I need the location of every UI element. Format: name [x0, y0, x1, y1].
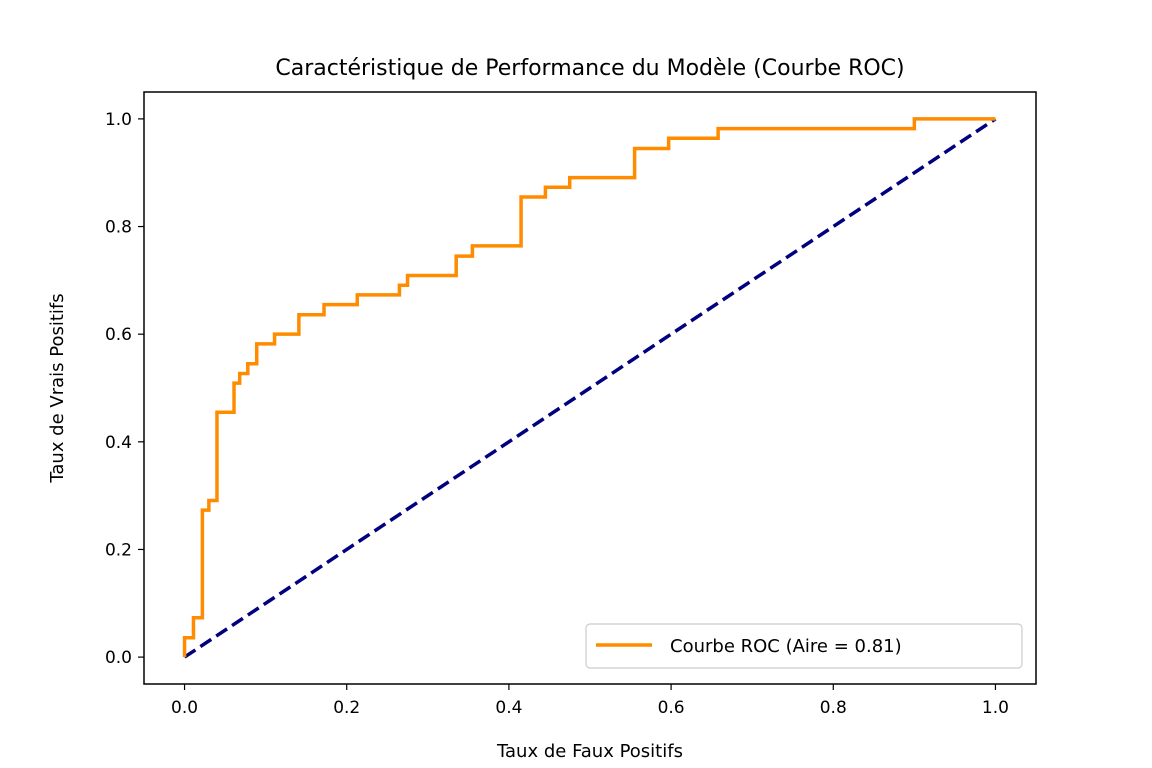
x-tick-label-4: 0.8 — [820, 698, 847, 718]
x-tick-label-5: 1.0 — [982, 698, 1009, 718]
plot-area — [143, 91, 1037, 685]
x-tick-label-0: 0.0 — [171, 698, 198, 718]
y-tick-label-3: 0.6 — [105, 325, 132, 345]
random-baseline-line — [183, 117, 997, 659]
y-axis-label: Taux de Vrais Positifs — [47, 293, 68, 483]
x-axis: 0.0 0.2 0.4 0.6 0.8 1.0 — [171, 684, 1009, 718]
x-tick-label-1: 0.2 — [333, 698, 360, 718]
y-axis: 0.0 0.2 0.4 0.6 0.8 1.0 — [105, 110, 144, 668]
x-tick-label-3: 0.6 — [658, 698, 685, 718]
x-tick-label-2: 0.4 — [495, 698, 522, 718]
x-axis-label: Taux de Faux Positifs — [496, 741, 683, 762]
y-tick-label-2: 0.4 — [105, 433, 132, 453]
legend: Courbe ROC (Aire = 0.81) — [585, 623, 1023, 669]
y-tick-label-4: 0.8 — [105, 218, 132, 238]
roc-curve-line — [182, 117, 996, 658]
y-tick-label-0: 0.0 — [105, 648, 132, 668]
series-layer — [182, 117, 997, 659]
y-tick-label-1: 0.2 — [105, 540, 132, 560]
legend-box — [585, 623, 1023, 669]
chart-title: Caractéristique de Performance du Modèle… — [275, 56, 904, 81]
y-tick-label-5: 1.0 — [105, 110, 132, 130]
legend-label-roc: Courbe ROC (Aire = 0.81) — [670, 636, 902, 657]
